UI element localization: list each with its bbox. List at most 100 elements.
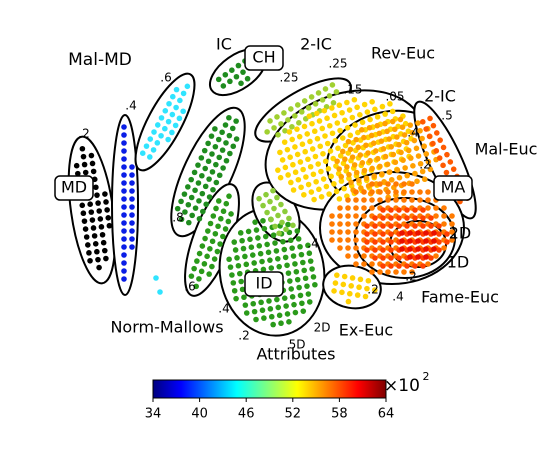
point (284, 146, 291, 153)
point (298, 109, 305, 115)
point (336, 166, 342, 172)
point (377, 197, 383, 203)
point (121, 124, 127, 130)
point (378, 138, 385, 144)
point (401, 197, 407, 203)
point (233, 73, 240, 80)
point (270, 232, 277, 238)
point (194, 258, 200, 264)
point (400, 157, 406, 163)
colorbar-tick-label: 64 (378, 407, 395, 422)
point (297, 159, 304, 165)
label: Mal-Euc (475, 140, 538, 159)
point (342, 117, 348, 124)
point (372, 255, 378, 261)
point (363, 175, 370, 182)
point (396, 255, 402, 261)
point (349, 154, 356, 160)
point (288, 106, 294, 112)
point (412, 170, 418, 177)
point (88, 152, 95, 159)
point (361, 205, 367, 211)
point (353, 237, 359, 243)
point (259, 307, 266, 314)
point (272, 223, 278, 230)
point (296, 284, 302, 291)
point (385, 269, 391, 275)
point (345, 229, 351, 235)
point (426, 133, 433, 140)
point (129, 188, 135, 194)
colorbar-tick-label: 40 (191, 407, 208, 422)
point (100, 239, 107, 246)
point (410, 163, 416, 169)
colorbar-tick-label: 46 (238, 407, 255, 422)
colorbar-tick-label: 58 (331, 407, 348, 422)
point (396, 207, 402, 213)
point (222, 71, 229, 78)
point (205, 158, 212, 165)
point (180, 108, 186, 115)
point (275, 304, 282, 311)
point (299, 141, 306, 148)
point (323, 183, 330, 190)
point (301, 267, 308, 274)
point (370, 140, 377, 147)
point (374, 114, 381, 120)
point (372, 215, 378, 221)
point (274, 114, 280, 120)
point (356, 284, 362, 291)
point (166, 100, 172, 107)
point (376, 130, 383, 137)
point (90, 168, 97, 175)
point (325, 166, 332, 172)
point (172, 122, 179, 129)
point (165, 118, 172, 125)
point (334, 120, 341, 126)
point (215, 136, 222, 143)
label: Ex-Euc (339, 321, 393, 340)
point (393, 197, 399, 203)
point (286, 215, 292, 222)
point (212, 230, 219, 237)
point (173, 86, 180, 93)
point (407, 254, 413, 260)
point (337, 245, 343, 251)
point (277, 174, 284, 181)
point (196, 250, 203, 257)
point (139, 150, 146, 157)
point (440, 162, 446, 169)
point (313, 178, 319, 185)
point (151, 129, 157, 135)
point (409, 130, 416, 136)
point (209, 151, 215, 157)
point (425, 197, 431, 203)
point (364, 239, 370, 245)
point (380, 247, 386, 253)
point (288, 179, 294, 186)
point (199, 172, 205, 179)
point (358, 185, 364, 191)
point (355, 144, 362, 151)
point (296, 119, 302, 126)
point (282, 164, 289, 171)
point (407, 122, 414, 128)
point (361, 101, 368, 108)
point (436, 155, 443, 161)
point (244, 75, 251, 82)
point (253, 316, 259, 323)
point (129, 180, 135, 186)
point (305, 181, 312, 188)
point (423, 238, 429, 244)
point (368, 132, 375, 139)
point (334, 272, 340, 278)
point (326, 191, 332, 197)
point (87, 201, 93, 207)
label: 2-IC (424, 87, 456, 106)
point (290, 161, 296, 168)
point (219, 147, 226, 153)
point (339, 109, 345, 116)
point (261, 315, 267, 321)
point (425, 158, 432, 165)
point (262, 233, 269, 240)
